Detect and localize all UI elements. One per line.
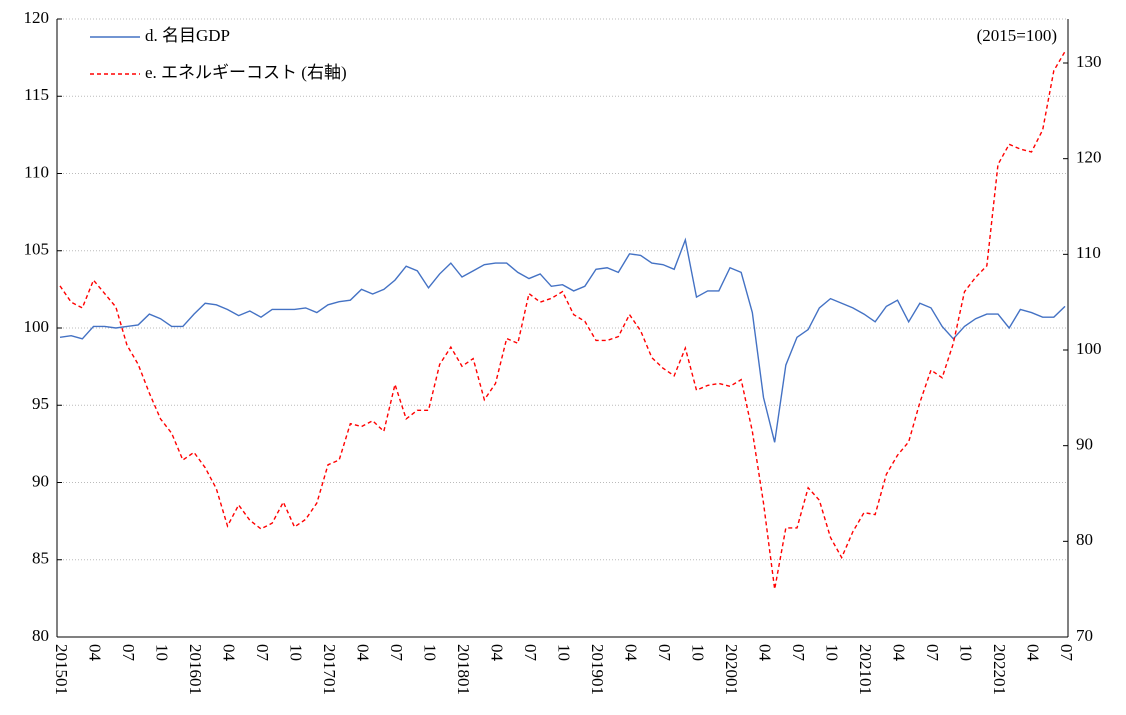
x-tick-label: 07 (789, 644, 808, 662)
y-tick-label: 120 (24, 8, 50, 27)
x-tick-label: 04 (354, 644, 373, 662)
x-tick-label: 201601 (186, 644, 205, 695)
y-tick-label: 90 (32, 471, 49, 490)
x-tick-label: 202001 (722, 644, 741, 695)
x-tick-label: 04 (1024, 644, 1043, 662)
y-tick-label: 95 (32, 394, 49, 413)
x-tick-label: 07 (655, 644, 674, 662)
legend-label: e. エネルギーコスト (右軸) (145, 63, 347, 82)
y-tick-label: 80 (32, 626, 49, 645)
x-tick-label: 04 (220, 644, 239, 662)
x-tick-label: 201801 (454, 644, 473, 695)
x-tick-label: 202201 (990, 644, 1009, 695)
y2-tick-label: 110 (1076, 243, 1101, 262)
y-tick-label: 100 (24, 317, 50, 336)
x-tick-label: 04 (890, 644, 909, 662)
x-tick-label: 10 (287, 644, 306, 661)
y2-tick-label: 90 (1076, 435, 1093, 454)
x-tick-label: 201701 (320, 644, 339, 695)
y2-tick-label: 120 (1076, 148, 1102, 167)
x-tick-label: 10 (689, 644, 708, 661)
y-tick-label: 115 (24, 85, 49, 104)
y2-tick-label: 130 (1076, 52, 1102, 71)
x-tick-label: 201901 (588, 644, 607, 695)
y-tick-label: 85 (32, 549, 49, 568)
x-tick-label: 04 (86, 644, 105, 662)
x-tick-label: 07 (521, 644, 540, 662)
y-tick-label: 105 (24, 240, 50, 259)
x-tick-label: 07 (253, 644, 272, 662)
x-tick-label: 10 (823, 644, 842, 661)
x-tick-label: 202101 (856, 644, 875, 695)
x-tick-label: 07 (923, 644, 942, 662)
x-tick-label: 04 (756, 644, 775, 662)
x-tick-label: 07 (119, 644, 138, 662)
x-tick-label: 10 (421, 644, 440, 661)
y-tick-label: 110 (24, 162, 49, 181)
x-tick-label: 10 (153, 644, 172, 661)
x-tick-label: 10 (957, 644, 976, 661)
y2-tick-label: 70 (1076, 626, 1093, 645)
x-tick-label: 07 (1057, 644, 1076, 662)
y2-tick-label: 100 (1076, 339, 1102, 358)
x-tick-label: 10 (555, 644, 574, 661)
x-tick-label: 07 (387, 644, 406, 662)
y2-tick-label: 80 (1076, 530, 1093, 549)
series-line (59, 51, 1066, 590)
x-tick-label: 04 (622, 644, 641, 662)
x-tick-label: 201501 (52, 644, 71, 695)
series-line (59, 237, 1066, 443)
annotation: (2015=100) (977, 26, 1057, 45)
x-tick-label: 04 (488, 644, 507, 662)
legend-label: d. 名目GDP (145, 26, 230, 45)
